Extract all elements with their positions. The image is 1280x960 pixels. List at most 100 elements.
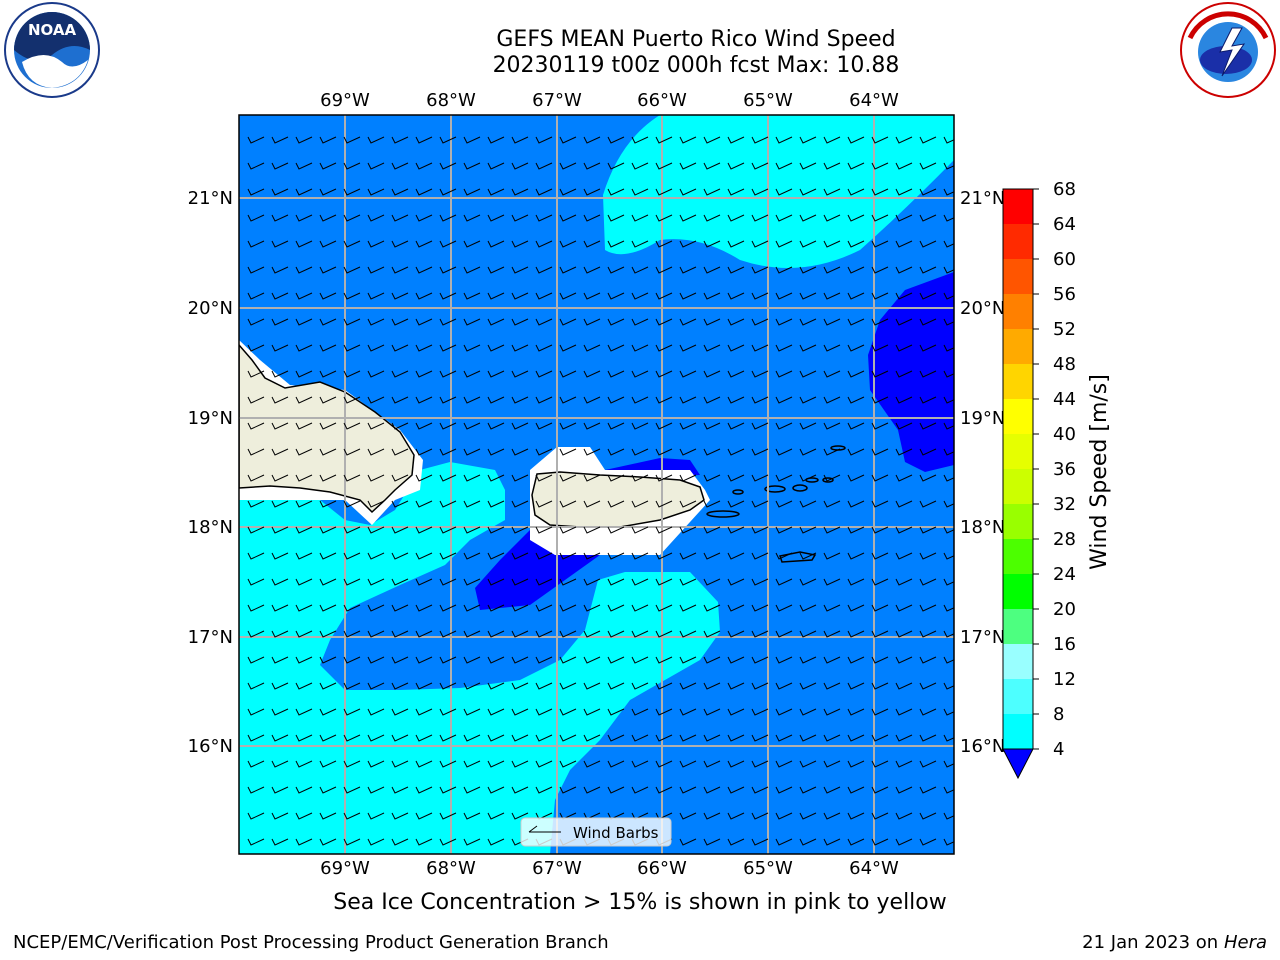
wind-barb bbox=[751, 292, 769, 300]
wind-barb bbox=[247, 734, 265, 742]
wind-barb bbox=[511, 604, 529, 612]
wind-barb bbox=[631, 422, 649, 430]
lat-label: 16°N bbox=[188, 736, 233, 757]
wind-barb bbox=[535, 786, 553, 794]
wind-barb bbox=[871, 240, 889, 248]
lon-label: 68°W bbox=[426, 858, 476, 879]
wind-barb bbox=[319, 188, 337, 196]
wind-barb bbox=[919, 578, 937, 586]
wind-barb bbox=[319, 604, 337, 612]
wind-barb bbox=[271, 500, 289, 508]
wind-barb bbox=[271, 266, 289, 274]
wind-barb bbox=[463, 682, 481, 690]
wind-barb bbox=[271, 786, 289, 794]
wind-barb bbox=[295, 656, 313, 664]
wind-barb bbox=[943, 162, 954, 170]
wind-barb bbox=[679, 214, 697, 222]
wind-barb bbox=[415, 422, 433, 430]
wind-barb bbox=[895, 266, 913, 274]
wind-barb bbox=[679, 552, 697, 560]
wind-barb bbox=[439, 630, 457, 638]
wind-barb bbox=[775, 526, 793, 534]
colorbar-tick-label: 60 bbox=[1053, 249, 1076, 270]
wind-barb bbox=[535, 448, 553, 456]
wind-barb bbox=[415, 838, 433, 846]
wind-barb bbox=[775, 760, 793, 768]
wind-barb bbox=[583, 422, 601, 430]
wind-barb bbox=[775, 318, 793, 326]
wind-barb bbox=[319, 786, 337, 794]
wind-barb bbox=[319, 812, 337, 820]
wind-barb bbox=[847, 604, 865, 612]
wind-barb bbox=[487, 812, 505, 820]
wind-barb bbox=[559, 734, 577, 742]
wind-barb bbox=[247, 630, 265, 638]
wind-barb bbox=[919, 344, 937, 352]
wind-barb bbox=[319, 552, 337, 560]
wind-barb bbox=[655, 760, 673, 768]
wind-barb bbox=[415, 370, 433, 378]
wind-barb bbox=[871, 448, 889, 456]
wind-barb bbox=[247, 318, 265, 326]
wind-barb bbox=[559, 292, 577, 300]
wind-barb bbox=[943, 552, 954, 560]
wind-barb bbox=[727, 656, 745, 664]
wind-barb bbox=[415, 708, 433, 716]
wind-barb bbox=[775, 552, 793, 560]
wind-barb bbox=[439, 552, 457, 560]
wind-barb bbox=[751, 214, 769, 222]
wind-barb bbox=[943, 370, 954, 378]
wind-barb bbox=[727, 136, 745, 144]
colorbar-tick-label: 8 bbox=[1053, 704, 1064, 725]
wind-barb bbox=[511, 240, 529, 248]
wind-barb bbox=[439, 734, 457, 742]
wind-barb bbox=[655, 708, 673, 716]
wind-barb bbox=[655, 786, 673, 794]
wind-barb bbox=[247, 656, 265, 664]
virgin-islands bbox=[706, 445, 846, 563]
wind-barb bbox=[799, 500, 817, 508]
wind-barb bbox=[703, 422, 721, 430]
wind-barb bbox=[511, 162, 529, 170]
wind-barb bbox=[751, 266, 769, 274]
colorbar-segment bbox=[1003, 364, 1033, 399]
wind-barb bbox=[799, 136, 817, 144]
wind-barb bbox=[391, 266, 409, 274]
wind-barb bbox=[559, 500, 577, 508]
wind-barb bbox=[823, 500, 841, 508]
wind-barb bbox=[583, 318, 601, 326]
wind-barb bbox=[583, 604, 601, 612]
wind-barb bbox=[775, 734, 793, 742]
wind-barb bbox=[943, 786, 954, 794]
wind-barb bbox=[439, 370, 457, 378]
wind-barb bbox=[823, 682, 841, 690]
wind-barb bbox=[535, 474, 553, 482]
wind-barb bbox=[439, 448, 457, 456]
lon-label: 66°W bbox=[637, 858, 687, 879]
wind-barb bbox=[799, 162, 817, 170]
wind-barb bbox=[727, 214, 745, 222]
wind-barb bbox=[703, 786, 721, 794]
wind-barb bbox=[607, 474, 625, 482]
wind-barb bbox=[271, 214, 289, 222]
wind-barb bbox=[559, 136, 577, 144]
wind-barb bbox=[823, 188, 841, 196]
wind-barb bbox=[895, 292, 913, 300]
wind-barb bbox=[487, 552, 505, 560]
wind-barb bbox=[607, 578, 625, 586]
wind-barb bbox=[247, 396, 265, 404]
lat-labels-right: 21°N 20°N 19°N 18°N 17°N 16°N bbox=[960, 188, 1005, 757]
wind-barb bbox=[631, 214, 649, 222]
wind-barb bbox=[247, 422, 265, 430]
wind-barb bbox=[727, 838, 745, 846]
wind-barb bbox=[847, 708, 865, 716]
wind-barb bbox=[415, 760, 433, 768]
wind-barb bbox=[583, 682, 601, 690]
date-text: 21 Jan 2023 on bbox=[1082, 932, 1219, 953]
wind-barb bbox=[871, 214, 889, 222]
wind-barb bbox=[487, 162, 505, 170]
wind-barb bbox=[847, 188, 865, 196]
wind-barb bbox=[823, 370, 841, 378]
wind-barb bbox=[463, 240, 481, 248]
wind-barb bbox=[679, 526, 697, 534]
